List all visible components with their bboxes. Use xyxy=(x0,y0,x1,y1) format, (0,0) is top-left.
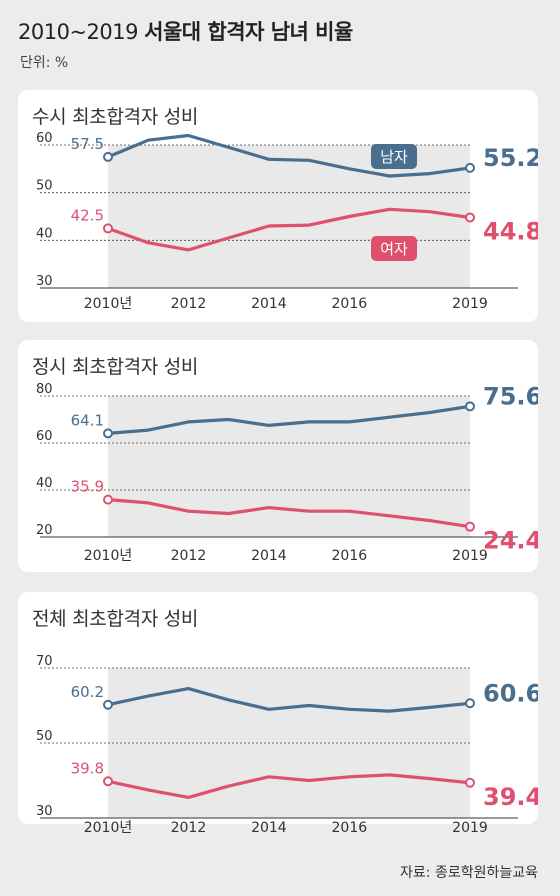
y-tick-label: 30 xyxy=(36,804,53,819)
legend-tag-box-female xyxy=(371,236,417,261)
y-tick-label: 20 xyxy=(36,523,53,538)
end-value-label-male: 55.2 xyxy=(483,144,538,172)
y-tick-label: 40 xyxy=(36,476,53,491)
page-title: 2010~2019 서울대 합격자 남녀 비율 xyxy=(18,16,353,46)
x-tick-label: 2019 xyxy=(452,820,488,836)
x-tick-label: 2012 xyxy=(171,820,207,836)
y-tick-label: 80 xyxy=(36,382,53,397)
end-point-female xyxy=(465,777,475,788)
y-tick-label: 60 xyxy=(36,131,53,146)
end-point-male xyxy=(465,162,475,173)
y-tick-label: 30 xyxy=(36,274,53,289)
legend-tag-label-female: 여자 xyxy=(380,240,408,258)
start-point-female xyxy=(103,776,113,787)
x-tick-label: 2016 xyxy=(332,296,368,312)
chart-total: 70 50 30 2010년 2012 2014 2016 2019 60.2 60.6 39.8 3… xyxy=(36,654,538,836)
x-tick-label: 2010년 xyxy=(84,820,133,836)
start-value-label-female: 39.8 xyxy=(71,759,104,777)
chart-susi: 60 50 40 30 2010년 2012 2014 2016 2019 57.5 55.2 42.… xyxy=(36,131,538,312)
y-tick-label: 40 xyxy=(36,226,53,241)
series-line-female xyxy=(106,207,472,252)
panel-title-jeongsi: 정시 최초합격자 성비 xyxy=(32,356,199,378)
end-value-label-female: 39.4 xyxy=(483,783,538,811)
end-value-label-female: 44.8 xyxy=(483,217,538,245)
start-point-male xyxy=(103,151,113,162)
end-point-male xyxy=(465,401,475,412)
source-note: 자료: 종로학원하늘교육 xyxy=(400,865,538,881)
start-value-label-female: 35.9 xyxy=(71,478,104,496)
title-main: 서울대 합격자 남녀 비율 xyxy=(144,20,353,44)
series-line-female xyxy=(106,773,472,799)
x-tick-label: 2019 xyxy=(452,296,488,312)
x-tick-label: 2016 xyxy=(332,820,368,836)
x-tick-label: 2012 xyxy=(171,296,207,312)
chart-jeongsi: 80 60 40 20 2010년 2012 2014 2016 2019 64.1 75.6 35.… xyxy=(36,382,538,564)
legend-tag-male: 남자 xyxy=(371,144,417,169)
panel-title-susi: 수시 최초합격자 성비 xyxy=(32,106,199,128)
end-value-label-female: 24.4 xyxy=(483,527,538,555)
panel-susi: 수시 최초합격자 성비 60 50 40 30 2010년 2012 2014 2016 201… xyxy=(18,90,538,322)
start-value-label-male: 60.2 xyxy=(71,683,104,701)
end-point-female xyxy=(465,212,475,223)
x-tick-label: 2014 xyxy=(251,296,287,312)
y-tick-label: 70 xyxy=(36,654,53,669)
series-line-female xyxy=(106,498,472,529)
end-point-female xyxy=(465,521,475,532)
y-tick-label: 50 xyxy=(36,179,53,194)
legend-tag-box-male xyxy=(371,144,417,169)
end-value-label-male: 75.6 xyxy=(483,382,538,410)
start-point-female xyxy=(103,223,113,234)
panel-total: 전체 최초합격자 성비 70 50 30 2010년 2012 2014 2016 2019 6… xyxy=(18,592,538,836)
series-line-male xyxy=(106,686,472,713)
title-year: 2010~2019 xyxy=(18,20,138,44)
panel-title-total: 전체 최초합격자 성비 xyxy=(32,608,199,630)
start-value-label-male: 64.1 xyxy=(71,411,104,429)
x-tick-label: 2016 xyxy=(332,548,368,564)
start-point-male xyxy=(103,428,113,439)
unit-note: 단위: % xyxy=(20,55,69,71)
start-point-female xyxy=(103,494,113,505)
end-value-label-male: 60.6 xyxy=(483,679,538,707)
x-tick-label: 2010년 xyxy=(84,548,133,564)
x-tick-label: 2010년 xyxy=(84,296,133,312)
end-point-male xyxy=(465,698,475,709)
x-tick-label: 2012 xyxy=(171,548,207,564)
y-tick-label: 60 xyxy=(36,429,53,444)
start-point-male xyxy=(103,699,113,710)
panel-jeongsi: 정시 최초합격자 성비 80 60 40 20 2010년 2012 2014 2016 201… xyxy=(18,340,538,572)
series-line-male xyxy=(106,404,472,436)
start-value-label-female: 42.5 xyxy=(71,206,104,224)
start-value-label-male: 57.5 xyxy=(71,135,104,153)
x-tick-label: 2014 xyxy=(251,548,287,564)
plot-area xyxy=(108,396,470,537)
y-tick-label: 50 xyxy=(36,729,53,744)
series-line-male xyxy=(106,133,472,178)
legend-tag-label-male: 남자 xyxy=(380,148,408,166)
legend-tag-female: 여자 xyxy=(371,236,417,261)
x-tick-label: 2019 xyxy=(452,548,488,564)
x-tick-label: 2014 xyxy=(251,820,287,836)
